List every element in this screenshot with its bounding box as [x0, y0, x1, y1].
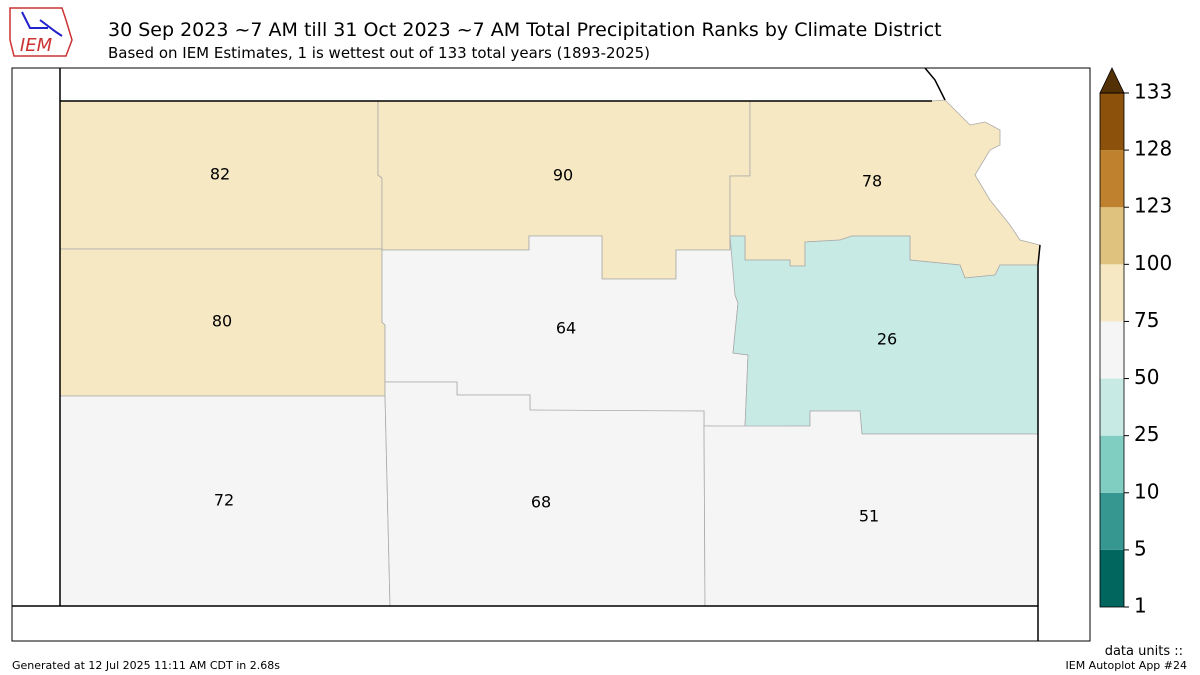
- colorbar-tick-label: 123: [1134, 194, 1172, 218]
- district: [384, 381, 706, 607]
- colorbar-tick-label: 133: [1134, 80, 1172, 104]
- logo-text: IEM: [20, 35, 53, 56]
- colorbar-tick-label: 75: [1134, 308, 1159, 332]
- colorbar-bin: [1100, 378, 1124, 436]
- colorbar-extension: [1099, 67, 1125, 94]
- rank-label: 68: [531, 493, 551, 512]
- colorbar-bin: [1100, 93, 1124, 151]
- rank-label: 26: [877, 330, 897, 349]
- colorbar-tick-label: 1: [1134, 594, 1147, 618]
- colorbar-bin: [1100, 264, 1124, 322]
- district: [729, 235, 1039, 435]
- subtitle: Based on IEM Estimates, 1 is wettest out…: [108, 44, 650, 62]
- rank-label: 90: [553, 166, 573, 185]
- rank-label: 80: [212, 312, 232, 331]
- colorbar-bin: [1100, 207, 1124, 265]
- rank-label: 78: [862, 172, 882, 191]
- colorbar-tick-label: 25: [1134, 422, 1159, 446]
- colorbar-bin: [1100, 435, 1124, 493]
- colorbar-bin: [1100, 321, 1124, 379]
- colorbar-bin: [1100, 549, 1124, 607]
- units-label: data units ::: [1105, 644, 1183, 659]
- colorbar-frame: [1099, 92, 1125, 608]
- state-border: [12, 67, 1041, 641]
- colorbar-bin: [1100, 492, 1124, 550]
- colorbar: 1 5 10 25 50 75 100 123 128 133: [1099, 67, 1172, 618]
- rank-label: 64: [556, 319, 576, 338]
- rank-label: 82: [210, 165, 230, 184]
- logo: IEM: [9, 7, 73, 57]
- title: 30 Sep 2023 ~7 AM till 31 Oct 2023 ~7 AM…: [108, 19, 942, 41]
- colorbar-tick-label: 10: [1134, 479, 1159, 503]
- generated-note: Generated at 12 Jul 2025 11:11 AM CDT in…: [12, 659, 280, 672]
- colorbar-tick-label: 128: [1134, 137, 1172, 161]
- colorbar-tick-label: 100: [1134, 251, 1172, 275]
- colorbar-bin: [1100, 150, 1124, 208]
- app-note: IEM Autoplot App #24: [1066, 659, 1188, 672]
- rank-label: 72: [214, 491, 234, 510]
- rank-label: 51: [859, 507, 879, 526]
- colorbar-tick-label: 50: [1134, 365, 1159, 389]
- colorbar-tick-label: 5: [1134, 536, 1147, 560]
